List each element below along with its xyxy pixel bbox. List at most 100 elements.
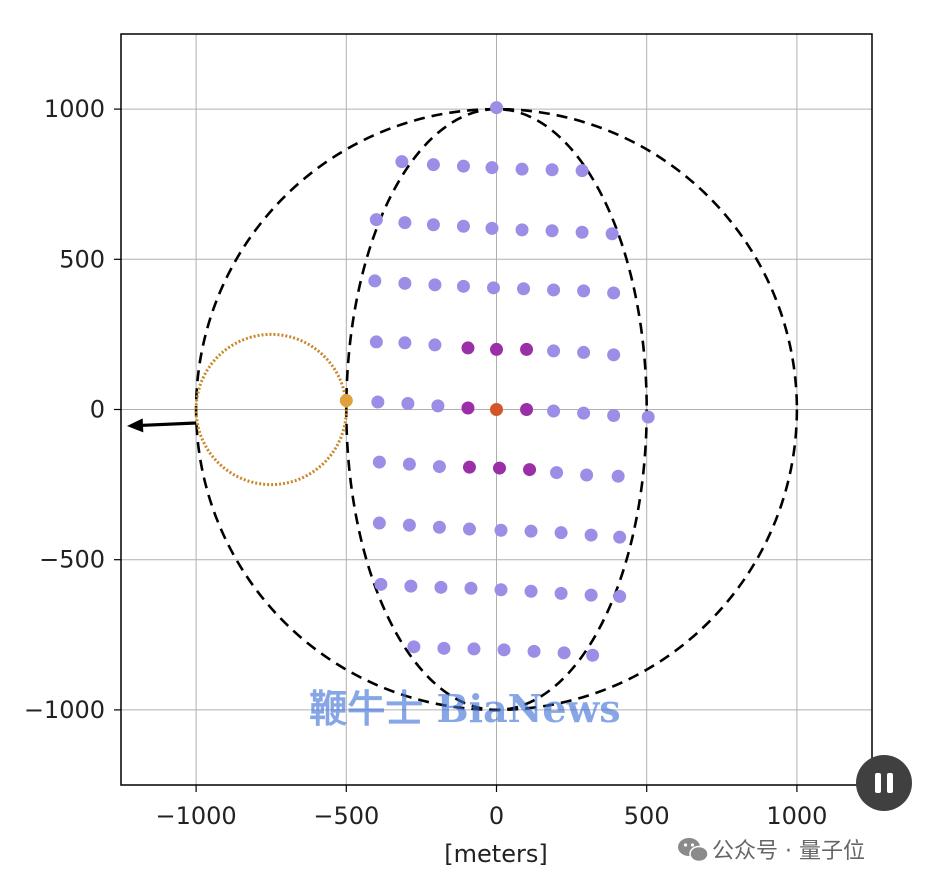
data-point [456, 219, 470, 233]
data-point [402, 457, 416, 471]
data-point [493, 461, 507, 475]
footer-source-text: 公众号 · 量子位 [712, 839, 865, 864]
data-point [404, 579, 418, 593]
watermark-text: 鞭牛士 BiaNews [309, 686, 620, 731]
data-point [607, 286, 621, 300]
data-point [524, 584, 538, 598]
data-points [339, 101, 655, 662]
data-point [550, 466, 564, 480]
data-point [456, 279, 470, 293]
arrow-shaft [142, 421, 197, 427]
data-point [485, 221, 499, 235]
data-point [432, 460, 446, 474]
data-point [575, 225, 589, 239]
data-point [613, 530, 627, 544]
y-tick-label: 500 [59, 245, 105, 273]
data-point [524, 524, 538, 538]
x-tick-label: 500 [624, 802, 670, 830]
data-point [462, 522, 476, 536]
data-point [554, 586, 568, 600]
x-axis-label: [meters] [444, 840, 547, 868]
data-point [554, 526, 568, 540]
data-point [517, 282, 531, 296]
data-point [402, 518, 416, 532]
x-tick-label: −1000 [156, 802, 237, 830]
data-point [461, 401, 475, 415]
y-tick-label: −1000 [24, 696, 105, 724]
data-point [431, 399, 445, 413]
data-point [557, 646, 571, 660]
data-point [497, 643, 511, 657]
data-point [547, 283, 561, 297]
arrow-head [127, 418, 144, 433]
y-tick-label: 0 [90, 396, 105, 424]
data-point [371, 395, 385, 409]
data-point [577, 284, 591, 298]
data-point [437, 641, 451, 655]
data-point [520, 403, 534, 416]
data-point [462, 460, 476, 474]
data-point [586, 648, 600, 662]
data-point [372, 516, 386, 530]
data-point [515, 162, 529, 176]
data-point [369, 213, 383, 227]
data-point [547, 344, 561, 358]
x-tick-label: 0 [489, 802, 504, 830]
y-tick-label: −500 [39, 546, 105, 574]
data-point [401, 396, 415, 410]
y-tick-label: 1000 [44, 95, 105, 123]
data-point [515, 223, 529, 237]
data-point [407, 640, 421, 654]
data-point [426, 158, 440, 172]
data-point [428, 278, 442, 292]
data-point [490, 403, 503, 416]
data-point [575, 164, 589, 178]
data-point [611, 469, 625, 483]
data-point [398, 276, 412, 290]
data-point [494, 583, 508, 597]
data-point [577, 345, 591, 359]
data-point [398, 336, 412, 350]
data-point [432, 520, 446, 534]
data-point [395, 155, 409, 169]
data-point [577, 406, 591, 420]
data-point [464, 581, 478, 595]
data-point [398, 216, 412, 230]
data-point [372, 455, 386, 469]
data-point [520, 342, 534, 356]
data-point [527, 644, 541, 658]
data-point [545, 163, 559, 177]
data-point [461, 341, 475, 355]
data-point [369, 335, 383, 349]
data-point [580, 468, 594, 482]
data-point [494, 523, 508, 537]
data-point [607, 409, 621, 423]
data-point [374, 577, 388, 591]
x-axis-ticks: −1000 −500 0 500 1000 [156, 785, 827, 830]
data-point [434, 580, 448, 594]
data-point [605, 227, 619, 241]
data-point [428, 338, 442, 352]
y-axis-ticks: 1000 500 0 −500 −1000 [24, 95, 121, 724]
data-point [584, 588, 598, 602]
velocity-arrow [127, 418, 197, 433]
data-point [456, 159, 470, 173]
data-point [486, 281, 500, 295]
data-point [607, 348, 621, 362]
data-point [523, 463, 537, 477]
data-point [584, 528, 598, 542]
data-point [490, 342, 503, 356]
data-point [547, 404, 561, 418]
data-point [613, 589, 627, 603]
data-point [545, 224, 559, 238]
x-tick-label: −500 [313, 802, 379, 830]
pause-button[interactable] [856, 755, 912, 811]
data-point [467, 642, 481, 656]
data-point [368, 274, 382, 288]
dotted-circle [194, 332, 348, 487]
data-point [490, 101, 503, 115]
data-point [339, 393, 353, 407]
wechat-icon [678, 838, 709, 863]
data-point [641, 410, 655, 424]
